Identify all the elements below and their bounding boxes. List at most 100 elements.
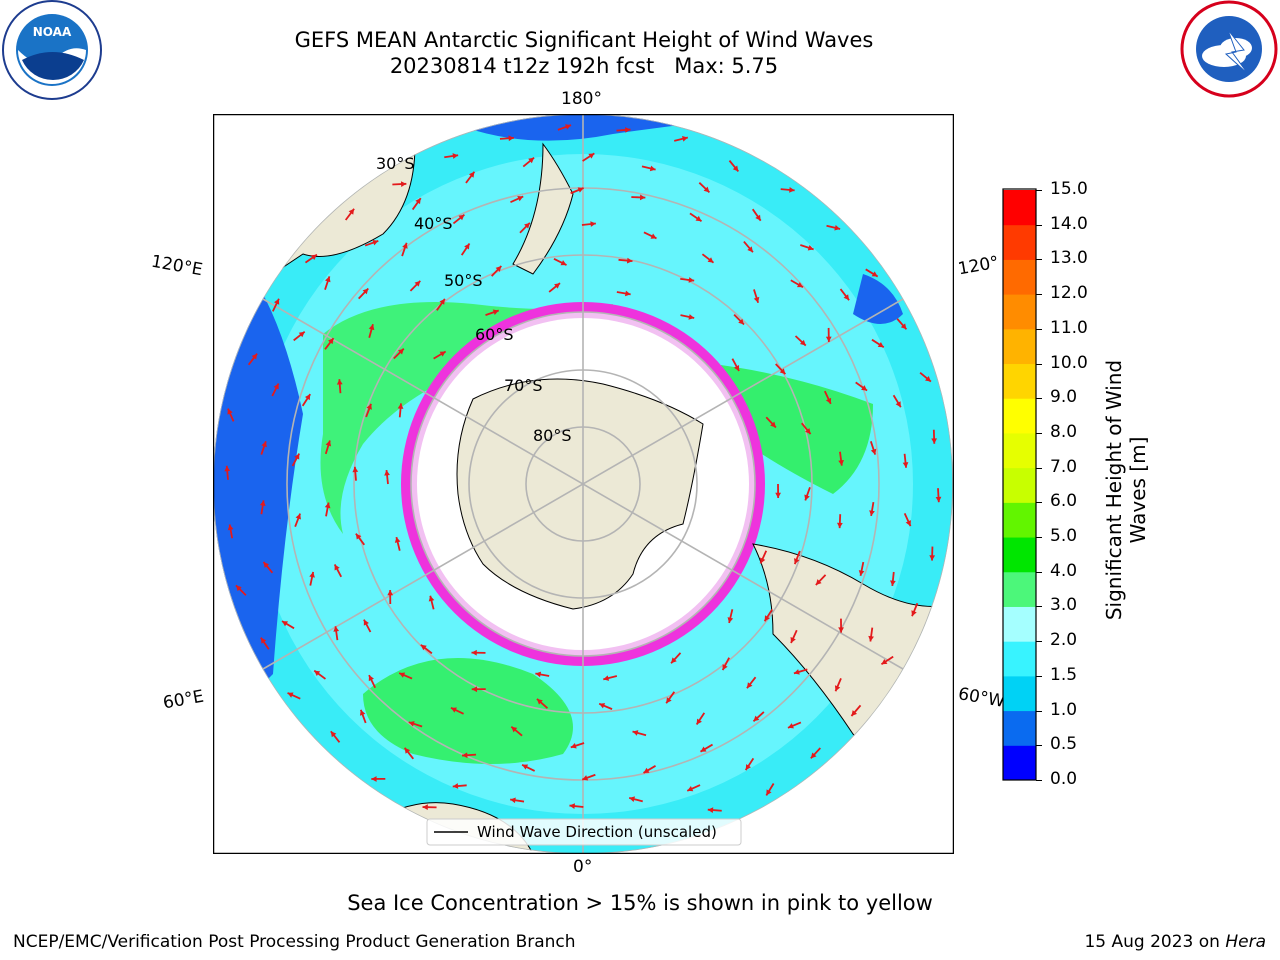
- wave-direction-arrow: [368, 674, 377, 689]
- colorbar-tick: [1036, 675, 1042, 677]
- sea-ice-note: Sea Ice Concentration > 15% is shown in …: [347, 891, 933, 915]
- wave-direction-arrow: [301, 393, 311, 407]
- wave-direction-arrow: [665, 691, 676, 704]
- wave-direction-arrow: [224, 465, 231, 480]
- wave-direction-arrow: [291, 453, 301, 467]
- wave-direction-arrow: [409, 280, 421, 292]
- colorbar-segment: [1003, 537, 1036, 573]
- wave-direction-arrow: [259, 500, 266, 515]
- colorbar-segment: [1003, 571, 1036, 607]
- wave-direction-arrow: [304, 253, 318, 264]
- wave-direction-arrow: [333, 564, 343, 578]
- colorbar-tick: [1036, 363, 1042, 365]
- wave-direction-arrow: [364, 239, 379, 247]
- lat-label-50s: 50°S: [444, 271, 483, 290]
- wave-direction-arrow: [603, 675, 618, 681]
- wave-direction-arrow: [313, 669, 327, 680]
- wave-direction-arrow: [643, 765, 656, 774]
- wave-direction-arrow: [826, 224, 841, 231]
- wave-direction-arrow: [680, 314, 695, 320]
- wave-direction-arrow: [324, 502, 331, 517]
- wave-direction-arrow: [355, 533, 366, 546]
- wave-direction-arrow: [324, 276, 331, 290]
- wave-direction-arrow: [810, 747, 821, 759]
- polar-map: Wind Wave Direction (unscaled) 30°S 40°S…: [213, 114, 954, 854]
- wave-direction-arrow: [491, 265, 502, 277]
- wave-direction-arrow: [763, 608, 773, 622]
- colorbar-tick: [1036, 398, 1042, 400]
- wave-direction-arrow: [787, 721, 802, 729]
- wave-direction-arrow: [674, 135, 689, 142]
- wave-direction-arrow: [398, 672, 413, 680]
- wave-direction-arrow: [535, 671, 550, 678]
- colorbar-tick-label: 7.0: [1050, 456, 1078, 477]
- title-line-1: GEFS MEAN Antarctic Significant Height o…: [294, 28, 874, 52]
- map-border: [213, 114, 954, 854]
- wave-direction-arrow: [902, 453, 909, 468]
- lat-label-80s: 80°S: [533, 426, 572, 445]
- wave-direction-arrow: [570, 742, 585, 749]
- wave-direction-arrow: [368, 324, 375, 338]
- wave-direction-arrow: [281, 620, 295, 630]
- wave-direction-arrow: [815, 574, 827, 586]
- wave-direction-arrow: [743, 240, 754, 253]
- wave-direction-arrow: [775, 483, 781, 499]
- lon-label-60e: 60°E: [161, 686, 206, 714]
- wave-direction-arrow: [801, 422, 812, 435]
- wave-direction-arrow: [911, 602, 919, 617]
- wave-direction-arrow: [287, 692, 301, 700]
- colorbar-segment: [1003, 259, 1036, 295]
- wave-direction-arrow: [485, 309, 500, 316]
- wave-direction-arrow: [352, 466, 359, 481]
- wind-wave-arrows: [224, 124, 942, 813]
- noaa-logo-text: NOAA: [33, 25, 72, 39]
- wave-direction-arrow: [384, 469, 390, 485]
- wave-direction-arrow: [522, 156, 535, 168]
- colorbar-tick: [1036, 224, 1042, 226]
- wave-direction-arrow: [700, 743, 714, 753]
- wave-direction-arrow: [336, 379, 343, 394]
- wave-direction-arrow: [548, 282, 561, 293]
- lon-label-0: 0°: [573, 857, 593, 877]
- lat-label-30s: 30°S: [376, 154, 415, 173]
- wave-direction-arrow: [403, 747, 414, 760]
- wave-direction-arrow: [420, 644, 433, 655]
- wave-direction-arrow: [838, 451, 844, 466]
- wave-direction-arrow: [344, 208, 355, 221]
- credit-line: NCEP/EMC/Verification Post Processing Pr…: [13, 932, 576, 952]
- wave-direction-arrow: [728, 160, 740, 173]
- wave-direction-arrow: [271, 383, 280, 397]
- colorbar-tick-label: 6.0: [1050, 491, 1078, 512]
- colorbar-segment: [1003, 710, 1036, 746]
- colorbar-tick-label: 12.0: [1050, 283, 1088, 304]
- wave-direction-arrow: [775, 363, 787, 375]
- wave-direction-arrow: [394, 536, 401, 551]
- wave-direction-arrow: [260, 441, 267, 455]
- wave-direction-arrow: [227, 408, 235, 422]
- wave-direction-arrow: [850, 704, 862, 717]
- wave-direction-arrow: [452, 783, 467, 789]
- wave-direction-arrow: [293, 331, 306, 342]
- wave-direction-arrow: [707, 807, 722, 813]
- wave-direction-arrow: [790, 629, 798, 644]
- colorbar-tick: [1036, 502, 1042, 504]
- colorbar-segment: [1003, 398, 1036, 434]
- lat-label-60s: 60°S: [475, 325, 514, 344]
- wave-direction-arrow: [387, 589, 394, 604]
- colorbar-segment: [1003, 224, 1036, 260]
- wave-direction-arrow: [401, 242, 408, 257]
- lon-label-180: 180°: [561, 89, 602, 109]
- colorbar-tick: [1036, 780, 1042, 781]
- wave-direction-arrow: [408, 721, 423, 728]
- legend-box: Wind Wave Direction (unscaled): [426, 818, 742, 846]
- colorbar-segment: [1003, 641, 1036, 677]
- wave-direction-arrow: [753, 289, 760, 304]
- wave-direction-arrow: [581, 773, 596, 781]
- host-name: Hera: [1225, 932, 1266, 952]
- wave-direction-arrow: [793, 668, 808, 675]
- lon-label-60w: 60°W: [956, 684, 1007, 712]
- colorbar-tick: [1036, 606, 1042, 608]
- wave-direction-arrow: [247, 353, 258, 366]
- wave-direction-arrow: [759, 550, 768, 564]
- colorbar-tick: [1036, 328, 1042, 330]
